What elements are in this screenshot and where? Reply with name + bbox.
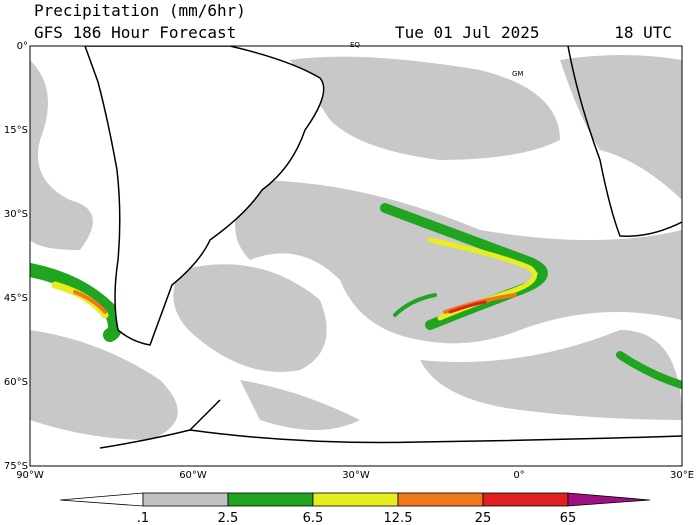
date: Tue 01 Jul 2025 [395,23,540,42]
lon-label: 30°W [342,470,370,481]
lon-label: 0° [513,470,524,481]
colorbar-label: 25 [475,511,492,525]
precip [30,46,682,449]
antarctica-coast [99,399,682,449]
lat-label: 45°S [4,293,28,304]
lat-labels: 0° 15°S 30°S 45°S 60°S 75°S [4,41,28,472]
colorbar-label: 12.5 [384,511,413,525]
marker: GM [512,70,523,78]
colorbar-label: .1 [137,511,149,525]
south-america-coast [84,46,325,346]
marker: EQ [350,41,360,49]
lat-label: 15°S [4,125,28,136]
colorbar: .1 2.5 6.5 12.5 25 65 [59,492,651,525]
lat-label: 30°S [4,209,28,220]
lon-label: 90°W [16,470,44,481]
title: Precipitation (mm/6hr) [34,1,246,20]
subtitle: GFS 186 Hour Forecast [34,23,236,42]
lat-label: 0° [17,41,28,52]
time: 18 UTC [614,23,672,42]
lon-label: 60°W [179,470,207,481]
colorbar-label: 65 [560,511,577,525]
lon-labels: 90°W 60°W 30°W 0° 30°E [16,470,694,481]
map-frame [29,45,683,467]
colorbar-label: 2.5 [218,511,239,525]
lon-label: 30°E [670,470,694,481]
colorbar-label: 6.5 [303,511,324,525]
africa-coast [567,46,682,237]
lat-label: 75°S [4,461,28,472]
map: EQ GM 0° 15°S 30°S 45°S 60°S 75°S 90°W 60°W 30°… [4,41,694,481]
lat-label: 60°S [4,377,28,388]
